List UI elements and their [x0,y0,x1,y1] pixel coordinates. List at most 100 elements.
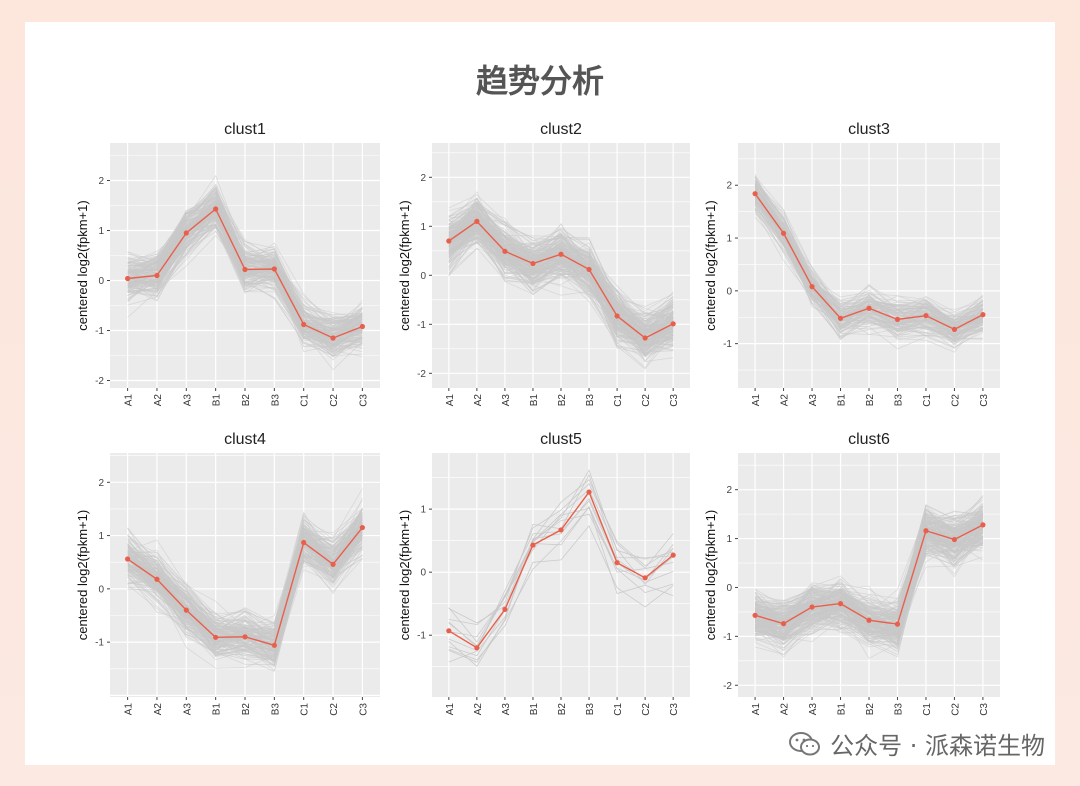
x-tick-label-A3: A3 [501,394,512,407]
mean-point-C1 [301,321,307,328]
mean-point-B1 [837,601,844,607]
gene-line [754,510,983,611]
y-tick-label: -1 [95,638,104,649]
mean-point-C2 [642,335,648,341]
mean-point-A2 [154,272,160,279]
x-tick-label-C1: C1 [300,703,311,716]
y-tick-label: 0 [420,568,426,579]
gene-line [448,236,674,346]
gene-line [754,180,984,313]
y-tick-label: 1 [98,226,104,237]
x-tick-label-C1: C1 [922,703,933,716]
chart-panel-clust3: -1 0 1 2 A1 A2 A3 B1 B2 B3 C1 C2 C3 clust3 centered lo… [703,121,1000,407]
panel-title: clust2 [540,121,582,138]
mean-point-C2 [642,575,648,581]
panel-title: clust1 [224,121,266,138]
page-title: 趋势分析 [475,62,604,100]
mean-point-B1 [530,542,536,548]
y-tick-label: 0 [98,276,104,287]
x-tick-label-B2: B2 [865,703,876,716]
gene-line [754,537,984,649]
x-tick-label-C2: C2 [329,703,340,716]
gene-line [127,192,363,324]
y-tick-label: 0 [98,584,104,595]
x-tick-label-C1: C1 [613,703,624,716]
gene-line [448,204,674,329]
x-tick-label-B1: B1 [837,394,848,407]
x-tick-label-B2: B2 [557,394,568,407]
x-tick-label-A2: A2 [780,703,791,716]
mean-point-B3 [894,621,901,627]
gene-line [448,227,674,345]
x-tick-label-C2: C2 [950,394,961,407]
y-tick-label: 2 [726,181,732,192]
mean-point-B1 [213,206,219,212]
mean-point-B2 [558,527,564,533]
x-tick-label-A2: A2 [153,394,164,407]
gene-line [448,191,674,317]
mean-point-C1 [923,528,929,534]
x-tick-label-B2: B2 [557,703,568,716]
x-tick-label-B1: B1 [529,394,540,407]
x-tick-label-B1: B1 [212,394,223,407]
mean-point-C2 [951,536,958,543]
x-tick-label-A1: A1 [751,394,762,407]
mean-point-B2 [866,305,872,311]
gene-line [754,209,984,337]
y-tick-label: 1 [420,222,426,233]
x-tick-label-B2: B2 [865,394,876,407]
y-tick-label: 1 [726,534,732,545]
gene-line [754,208,984,353]
gene-line [127,199,363,323]
gene-line [448,479,674,624]
gene-line [754,520,984,647]
mean-point-A1 [752,612,758,618]
y-axis-label: centered log2(fpkm+1) [397,510,412,640]
x-tick-label-B3: B3 [270,703,281,716]
y-tick-label: 2 [98,176,104,187]
mean-point-A3 [183,230,189,236]
x-tick-label-C3: C3 [358,394,369,407]
mean-point-C1 [614,313,620,319]
x-tick-label-A2: A2 [473,394,484,407]
mean-point-C3 [359,524,365,531]
mean-point-A3 [502,248,508,254]
gene-line [127,206,363,331]
y-tick-label: 0 [726,286,732,297]
mean-point-B3 [586,266,592,273]
chart-panel-clust6: -2 -1 0 1 2 A1 A2 A3 B1 B2 B3 C1 C2 C3 clust6 centered … [703,431,1000,716]
watermark-text: 公众号 · 派森诺生物 [830,732,1045,760]
mean-point-C3 [980,522,986,528]
y-tick-label: 2 [98,478,104,489]
x-tick-label-C2: C2 [950,703,961,716]
y-tick-label: -1 [95,326,104,337]
gene-line [127,541,363,659]
gene-line [754,519,984,651]
x-tick-label-C1: C1 [300,394,311,407]
y-tick-label: -1 [417,631,426,642]
gene-line [755,522,984,627]
gene-line [127,223,363,351]
mean-point-B1 [213,634,219,640]
y-tick-label: 0 [726,583,732,594]
gene-line [127,534,363,651]
y-axis-label: centered log2(fpkm+1) [703,510,718,640]
mean-point-A2 [474,645,480,651]
gene-line [448,201,674,322]
x-tick-label-A2: A2 [780,394,791,407]
mean-point-C1 [923,313,929,319]
x-tick-label-B1: B1 [837,703,848,716]
gene-line [127,191,363,318]
y-axis-label: centered log2(fpkm+1) [703,200,718,330]
mean-point-A1 [446,238,452,244]
panel-title: clust4 [224,431,266,448]
mean-point-C1 [301,539,307,546]
mean-point-A2 [780,621,787,627]
y-tick-label: 2 [420,173,426,184]
gene-line [127,203,363,338]
x-tick-label-C1: C1 [922,394,933,407]
mean-point-A1 [446,628,452,634]
y-tick-label: -2 [95,376,104,387]
watermark: 公众号 · 派森诺生物 [788,726,1045,761]
